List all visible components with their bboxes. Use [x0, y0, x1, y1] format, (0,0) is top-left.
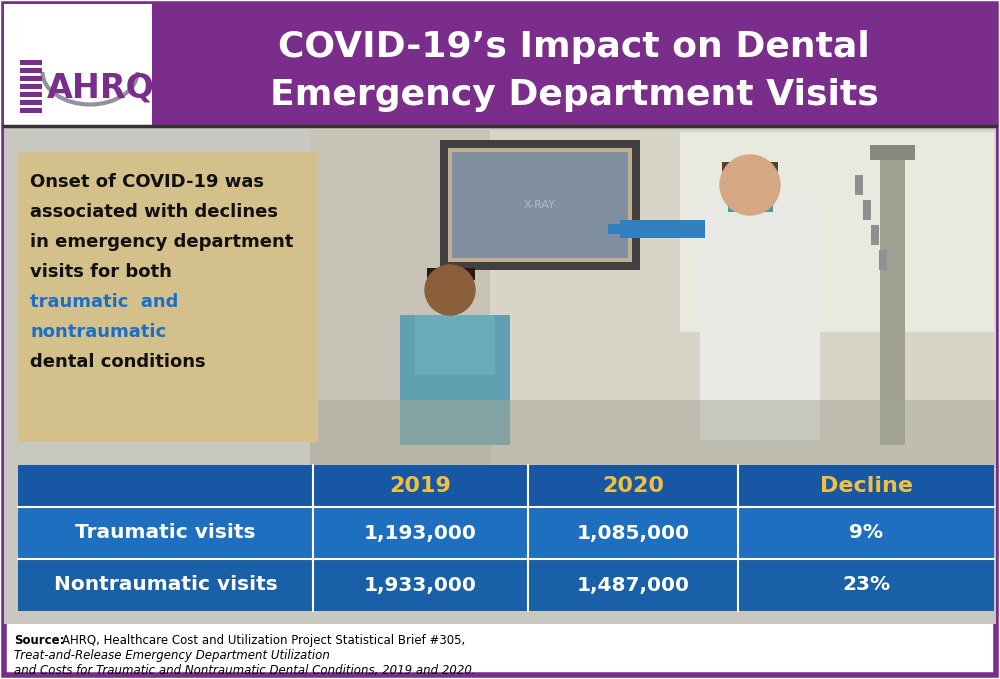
Text: Nontraumatic visits: Nontraumatic visits: [54, 576, 277, 595]
FancyBboxPatch shape: [18, 507, 994, 559]
Text: in emergency department: in emergency department: [30, 233, 293, 251]
Text: and Costs for Traumatic and Nontraumatic Dental Conditions, 2019 and 2020.: and Costs for Traumatic and Nontraumatic…: [14, 664, 476, 677]
FancyBboxPatch shape: [20, 84, 42, 89]
FancyBboxPatch shape: [452, 152, 628, 258]
Text: 2019: 2019: [390, 476, 451, 496]
Text: 1,487,000: 1,487,000: [576, 576, 690, 595]
FancyBboxPatch shape: [879, 250, 887, 270]
Text: 1,193,000: 1,193,000: [364, 524, 477, 543]
FancyBboxPatch shape: [20, 100, 42, 105]
Text: 1,085,000: 1,085,000: [576, 524, 690, 543]
FancyBboxPatch shape: [700, 200, 820, 440]
FancyBboxPatch shape: [620, 220, 705, 238]
FancyBboxPatch shape: [4, 4, 996, 126]
Text: AHRQ, Healthcare Cost and Utilization Project Statistical Brief #305,: AHRQ, Healthcare Cost and Utilization Pr…: [62, 634, 465, 647]
FancyBboxPatch shape: [20, 60, 42, 65]
Text: Source:: Source:: [14, 634, 64, 647]
Text: 1,933,000: 1,933,000: [364, 576, 477, 595]
Text: associated with declines: associated with declines: [30, 203, 278, 221]
FancyBboxPatch shape: [870, 145, 915, 160]
FancyBboxPatch shape: [20, 92, 42, 97]
FancyBboxPatch shape: [855, 175, 863, 195]
Text: dental conditions: dental conditions: [30, 353, 206, 371]
Text: Treat-and-Release Emergency Department Utilization: Treat-and-Release Emergency Department U…: [14, 649, 330, 662]
Text: traumatic  and: traumatic and: [30, 293, 178, 311]
Text: 23%: 23%: [842, 576, 890, 595]
FancyBboxPatch shape: [18, 559, 994, 611]
FancyBboxPatch shape: [880, 145, 905, 445]
FancyBboxPatch shape: [728, 190, 773, 212]
FancyBboxPatch shape: [18, 152, 318, 442]
FancyBboxPatch shape: [20, 68, 42, 73]
FancyBboxPatch shape: [18, 465, 994, 507]
Text: Emergency Department Visits: Emergency Department Visits: [270, 78, 878, 112]
FancyBboxPatch shape: [152, 4, 996, 126]
Circle shape: [425, 265, 475, 315]
Circle shape: [720, 155, 780, 215]
FancyBboxPatch shape: [4, 126, 996, 624]
FancyBboxPatch shape: [310, 400, 996, 468]
Text: visits for both: visits for both: [30, 263, 172, 281]
FancyBboxPatch shape: [400, 315, 510, 445]
Text: COVID-19’s Impact on Dental: COVID-19’s Impact on Dental: [278, 30, 870, 64]
Text: Onset of COVID-19 was: Onset of COVID-19 was: [30, 173, 264, 191]
FancyBboxPatch shape: [427, 268, 475, 280]
FancyBboxPatch shape: [871, 225, 879, 245]
FancyBboxPatch shape: [415, 315, 495, 375]
Text: 2020: 2020: [602, 476, 664, 496]
FancyBboxPatch shape: [680, 132, 994, 332]
FancyBboxPatch shape: [722, 162, 778, 177]
FancyBboxPatch shape: [20, 76, 42, 81]
Text: X-RAY: X-RAY: [524, 200, 556, 210]
FancyBboxPatch shape: [608, 224, 628, 234]
Text: AHRQ: AHRQ: [47, 71, 155, 105]
FancyBboxPatch shape: [440, 140, 640, 270]
FancyBboxPatch shape: [448, 148, 632, 262]
FancyBboxPatch shape: [863, 200, 871, 220]
FancyBboxPatch shape: [310, 130, 490, 470]
FancyBboxPatch shape: [20, 108, 42, 113]
Text: Decline: Decline: [820, 476, 912, 496]
Text: 9%: 9%: [849, 524, 883, 543]
Text: Traumatic visits: Traumatic visits: [75, 524, 256, 543]
FancyBboxPatch shape: [310, 130, 996, 470]
Text: nontraumatic: nontraumatic: [30, 323, 166, 341]
FancyBboxPatch shape: [4, 4, 152, 126]
